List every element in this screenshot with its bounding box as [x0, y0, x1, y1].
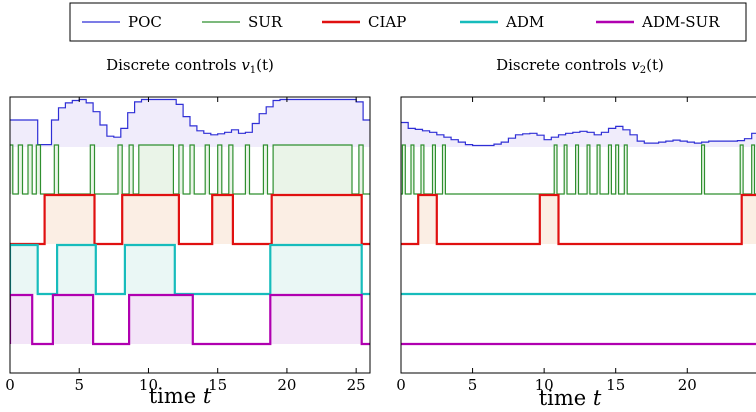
x-tick-label-10-v2: 10 — [535, 376, 554, 394]
chart-panel-v2: Discrete controls v2(t) 0 5 10 15 20 time t — [396, 56, 756, 410]
series-fill-ciap-v2 — [401, 195, 756, 244]
chart-title-v2: Discrete controls v2(t) — [496, 56, 664, 76]
series-fill-adm-v1 — [10, 245, 370, 294]
x-axis-v2: 0 5 10 15 20 — [396, 97, 697, 394]
x-axis-v1: 0 5 10 15 20 25 — [5, 97, 366, 394]
x-tick-label-0-v2: 0 — [396, 376, 406, 394]
x-tick-label-5-v1: 5 — [74, 376, 84, 394]
legend: POC SUR CIAP ADM ADM-SUR — [69, 2, 747, 42]
plot-area-v1 — [10, 98, 370, 346]
legend-label-adm: ADM — [505, 13, 544, 31]
x-tick-label-5-v2: 5 — [468, 376, 478, 394]
series-fill-poc-v2 — [401, 122, 756, 147]
chart-title-v1: Discrete controls v1(t) — [106, 56, 274, 76]
x-axis-label-v1: time t — [149, 384, 212, 408]
legend-label-ciap: CIAP — [368, 13, 406, 31]
series-fill-ciap-v1 — [10, 195, 370, 244]
series-line-sur-v2 — [401, 144, 756, 195]
series-fill-adm-sur-v1 — [10, 295, 370, 344]
x-axis-label-v2: time t — [539, 386, 602, 410]
legend-label-adm-sur: ADM-SUR — [641, 13, 720, 31]
chart-panel-v1: Discrete controls v1(t) 0 5 10 15 20 25 time … — [5, 56, 371, 408]
plot-frame-v1 — [9, 96, 371, 374]
x-tick-label-10-v1: 10 — [139, 376, 158, 394]
x-tick-label-25-v1: 25 — [347, 376, 366, 394]
series-line-adm-sur-v1 — [10, 293, 370, 346]
legend-label-sur: SUR — [248, 13, 283, 31]
plot-frame-v2 — [400, 96, 756, 374]
series-line-adm-v1 — [10, 243, 370, 296]
x-tick-label-0-v1: 0 — [5, 376, 15, 394]
x-tick-label-15-v2: 15 — [606, 376, 625, 394]
legend-label-poc: POC — [128, 13, 162, 31]
series-line-poc-v2 — [401, 121, 756, 147]
plot-area-v2 — [401, 121, 756, 346]
series-line-ciap-v1 — [10, 193, 370, 246]
x-tick-label-20-v2: 20 — [678, 376, 697, 394]
x-tick-label-15-v1: 15 — [208, 376, 227, 394]
x-tick-label-20-v1: 20 — [277, 376, 296, 394]
series-line-ciap-v2 — [401, 193, 756, 246]
